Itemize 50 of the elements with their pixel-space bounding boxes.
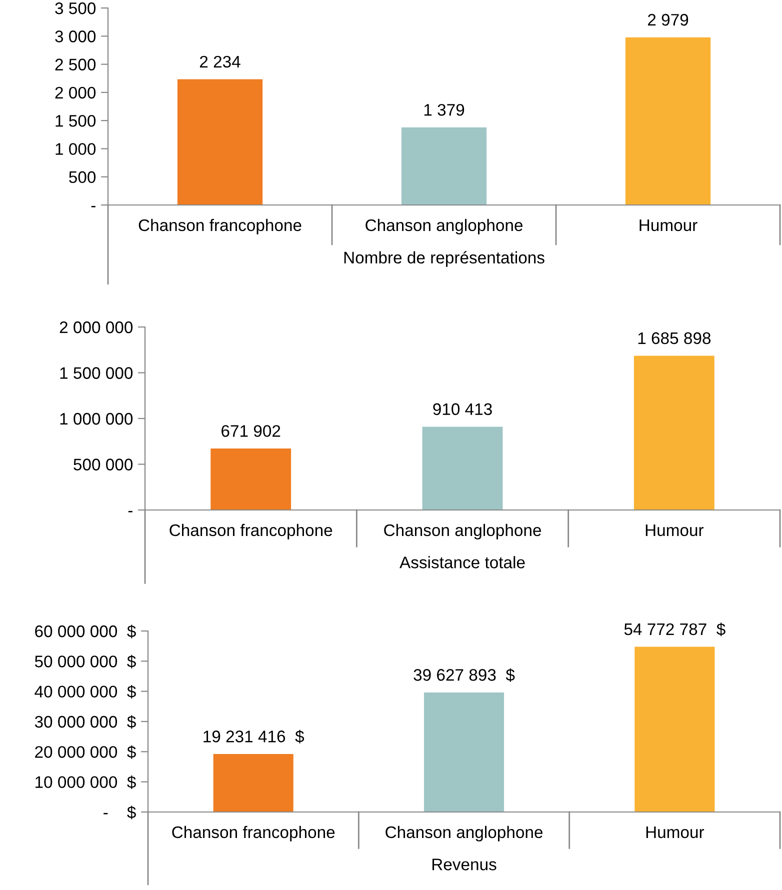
data-label: 2 234	[200, 56, 240, 68]
y-tick-label: 20 000 000 $	[35, 745, 136, 759]
bar	[422, 426, 503, 510]
x-axis-title: Nombre de représentations	[344, 251, 544, 267]
y-tick-label: 40 000 000 $	[34, 685, 136, 699]
x-tick-label: Chanson anglophone	[384, 524, 541, 540]
y-tick-label: 2 000 000	[60, 321, 133, 334]
x-tick-label: Chanson francophone	[172, 826, 335, 842]
x-tick-label: Humour	[646, 524, 704, 536]
y-tick-label: 3 000	[55, 30, 96, 42]
y-tick-label: - $	[104, 806, 136, 820]
data-label: 1 379	[424, 104, 464, 116]
x-tick-label: Humour	[640, 220, 698, 232]
x-tick-label: Chanson anglophone	[366, 218, 522, 234]
y-tick-label: 30 000 000 $	[34, 715, 136, 729]
y-tick-label: 1 000 000	[60, 412, 133, 425]
bar	[210, 448, 292, 510]
x-tick-label: Chanson francophone	[138, 218, 302, 234]
y-tick-label: 10 000 000 $	[36, 776, 136, 790]
data-label: 910 413	[433, 403, 492, 416]
data-label: 1 685 898	[638, 332, 711, 344]
data-label: 2 979	[648, 14, 688, 26]
y-tick-label: 500	[69, 171, 96, 184]
data-label: 671 902	[222, 425, 280, 437]
x-axis-title: Assistance totale	[400, 556, 525, 568]
y-tick-label: 3 500	[55, 2, 96, 14]
y-tick-label: 2 000	[55, 86, 96, 99]
x-axis-title: Revenus	[432, 858, 496, 870]
bar	[634, 646, 715, 812]
bar	[213, 754, 294, 812]
y-tick-label: 500 000	[74, 458, 133, 470]
x-tick-label: Humour	[646, 826, 704, 838]
bar	[625, 37, 711, 205]
bar	[177, 79, 263, 205]
y-tick-label: 1 500 000	[60, 367, 133, 379]
x-tick-label: Chanson anglophone	[386, 826, 542, 842]
data-label: 19 231 416 $	[204, 730, 304, 744]
y-tick-label: 1 500	[56, 114, 96, 127]
y-tick-label: 50 000 000 $	[34, 654, 136, 668]
y-tick-label: -	[91, 206, 96, 208]
y-tick-label: 2 500	[55, 58, 96, 70]
bar	[424, 692, 504, 812]
data-label: 54 772 787 $	[624, 622, 726, 636]
y-tick-label: -	[128, 510, 132, 512]
data-label: 39 627 893 $	[414, 668, 515, 682]
x-tick-label: Chanson francophone	[170, 524, 332, 540]
y-tick-label: 60 000 000 $	[35, 624, 136, 638]
bar	[401, 127, 487, 205]
bar	[634, 356, 714, 510]
y-tick-label: 1 000	[56, 143, 96, 155]
